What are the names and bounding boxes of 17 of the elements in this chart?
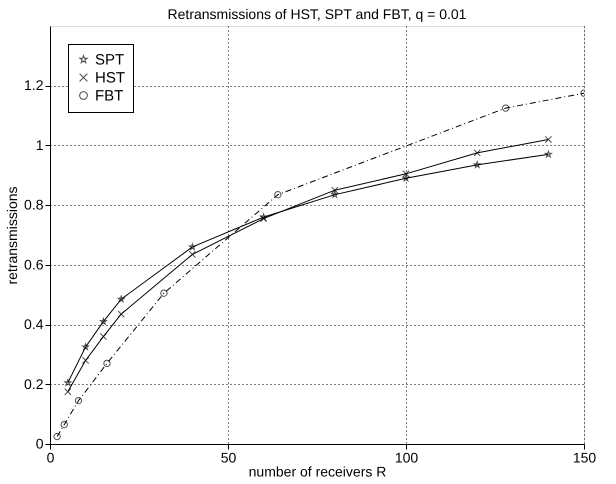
legend-label: FBT (95, 88, 124, 104)
y-tick-label: 0.4 (24, 316, 44, 332)
y-tick-label: 1 (36, 136, 44, 153)
x-tick-label: 150 (572, 450, 596, 466)
y-axis-title: retransmissions (4, 186, 20, 285)
x-axis-title: number of receivers R (248, 464, 386, 480)
y-tick-label: 0.2 (24, 376, 44, 392)
x-tick-label: 50 (220, 450, 236, 466)
y-tick-label: 1.2 (24, 77, 44, 94)
legend-label: HST (95, 70, 125, 86)
y-tick-label: 0.8 (24, 196, 44, 213)
x-tick-label: 0 (46, 450, 55, 466)
y-tick-label: 0.6 (24, 256, 44, 272)
chart-title: Retransmissions of HST, SPT and FBT, q = 0.01 (168, 6, 467, 22)
legend-label: SPT (95, 52, 124, 68)
x-tick-label: 100 (394, 450, 418, 466)
y-tick-label: 0 (36, 436, 44, 452)
